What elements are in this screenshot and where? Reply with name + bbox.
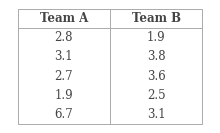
Text: 3.8: 3.8 (147, 50, 165, 63)
Text: 2.7: 2.7 (55, 70, 73, 83)
Text: Team A: Team A (40, 12, 88, 25)
Text: 1.9: 1.9 (55, 89, 73, 102)
Text: 2.5: 2.5 (147, 89, 165, 102)
Text: 1.9: 1.9 (147, 31, 165, 44)
Text: 2.8: 2.8 (55, 31, 73, 44)
Bar (18, 9, 202, 124)
Text: 3.1: 3.1 (55, 50, 73, 63)
Text: 6.7: 6.7 (54, 108, 73, 121)
Text: 3.1: 3.1 (147, 108, 165, 121)
Text: Team B: Team B (132, 12, 181, 25)
Text: 3.6: 3.6 (147, 70, 166, 83)
